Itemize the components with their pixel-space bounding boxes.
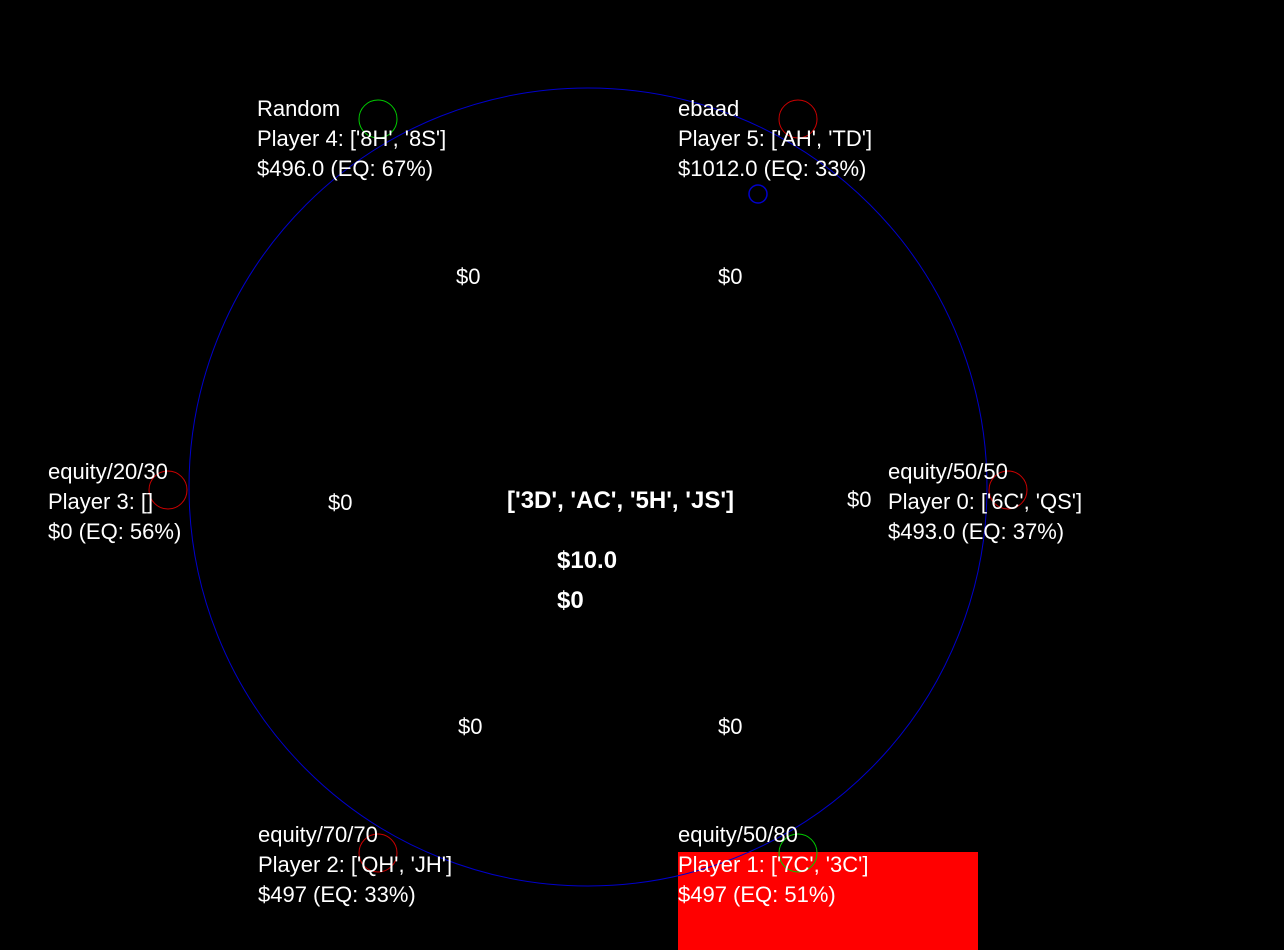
seat-marker-player-0-red-circle-icon: [988, 470, 1028, 510]
player-3-stack: $0 (EQ: 56%): [48, 519, 182, 544]
player-2-cards: Player 2: ['QH', 'JH']: [258, 852, 453, 877]
player-5-stack: $1012.0 (EQ: 33%): [678, 156, 867, 181]
player-5-bet: $0: [718, 264, 743, 289]
dealer-button-blue-circle-icon: [748, 184, 768, 204]
player-4-bet: $0: [456, 264, 481, 289]
active-player-highlight: [678, 852, 978, 950]
player-0-strategy: equity/50/50: [888, 459, 1008, 484]
seat-marker-player-5-red-circle-icon: [778, 99, 818, 139]
player-5-cards: Player 5: ['AH', 'TD']: [678, 126, 873, 151]
player-1-cards: Player 1: ['7C', '3C']: [678, 852, 869, 877]
table-outline: [188, 87, 988, 887]
player-panel-3: equity/20/30 Player 3: [] $0 (EQ: 56%): [48, 457, 181, 547]
main-pot: $10.0: [557, 547, 618, 574]
player-2-bet: $0: [458, 714, 483, 739]
player-panel-4: Random Player 4: ['8H', '8S'] $496.0 (EQ…: [257, 94, 446, 184]
seat-marker-player-1-green-circle-icon: [778, 833, 818, 873]
player-3-cards: Player 3: []: [48, 489, 154, 514]
player-2-strategy: equity/70/70: [258, 822, 378, 847]
player-1-strategy: equity/50/80: [678, 822, 798, 847]
player-3-bet: $0: [328, 490, 353, 515]
player-5-strategy: ebaad: [678, 96, 740, 121]
player-0-bet: $0: [847, 487, 872, 512]
player-0-cards: Player 0: ['6C', 'QS']: [888, 489, 1083, 514]
player-4-strategy: Random: [257, 96, 341, 121]
player-2-stack: $497 (EQ: 33%): [258, 882, 416, 907]
player-4-stack: $496.0 (EQ: 67%): [257, 156, 434, 181]
side-pot: $0: [557, 587, 584, 614]
seat-marker-player-4-green-circle-icon: [358, 99, 398, 139]
player-1-stack: $497 (EQ: 51%): [678, 882, 836, 907]
player-0-stack: $493.0 (EQ: 37%): [888, 519, 1065, 544]
player-1-bet: $0: [718, 714, 743, 739]
seat-marker-player-3-red-circle-icon: [148, 470, 188, 510]
player-panel-1: equity/50/80 Player 1: ['7C', '3C'] $497…: [678, 820, 868, 910]
player-panel-0: equity/50/50 Player 0: ['6C', 'QS'] $493…: [888, 457, 1082, 547]
board-cards: ['3D', 'AC', '5H', 'JS']: [507, 487, 735, 514]
player-3-strategy: equity/20/30: [48, 459, 168, 484]
seat-marker-player-2-red-circle-icon: [358, 833, 398, 873]
player-panel-5: ebaad Player 5: ['AH', 'TD'] $1012.0 (EQ…: [678, 94, 872, 184]
player-4-cards: Player 4: ['8H', '8S']: [257, 126, 447, 151]
player-panel-2: equity/70/70 Player 2: ['QH', 'JH'] $497…: [258, 820, 452, 910]
